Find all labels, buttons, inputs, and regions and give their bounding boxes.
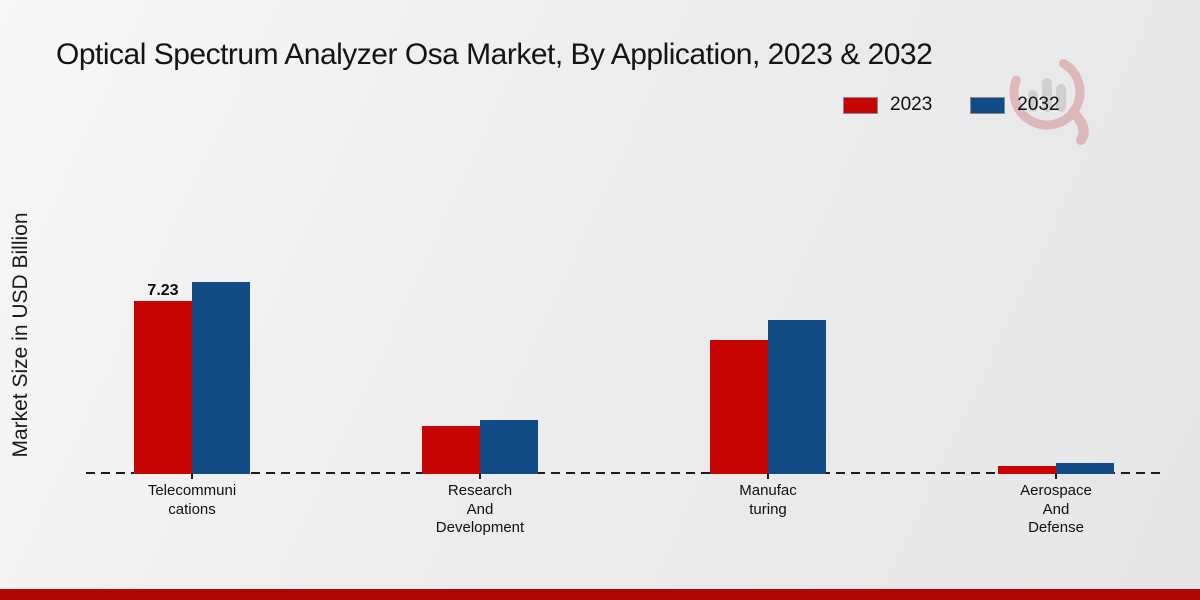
x-tick-label-telecommunications: Telecommuni cations: [147, 482, 237, 518]
bar-2023-research-and-development: [422, 426, 480, 474]
legend-label-2023: 2023: [890, 94, 933, 115]
x-axis-tick-manufacturing: [767, 474, 769, 479]
bar-2032-aerospace-and-defense: [1056, 463, 1114, 474]
x-axis-baseline: [86, 472, 1164, 474]
bar-2032-telecommunications: [192, 282, 250, 474]
x-tick-label-research-and-development: Research And Development: [435, 482, 525, 536]
x-axis-tick-aerospace-and-defense: [1055, 474, 1057, 479]
bar-2032-research-and-development: [480, 420, 538, 474]
legend: 2023 2032: [843, 94, 1060, 116]
x-tick-label-manufacturing: Manufac turing: [739, 482, 797, 518]
x-axis-tick-telecommunications: [191, 474, 193, 479]
x-tick-label-aerospace-and-defense: Aerospace And Defense: [1020, 482, 1092, 536]
chart-title: Optical Spectrum Analyzer Osa Market, By…: [56, 38, 933, 71]
bar-2023-aerospace-and-defense: [998, 466, 1056, 474]
legend-label-2032: 2032: [1017, 94, 1060, 115]
legend-item-2023: 2023: [843, 94, 932, 116]
footer-strip: [0, 589, 1200, 600]
bar-2023-manufacturing: [710, 340, 768, 474]
bar-2023-telecommunications: [134, 301, 192, 474]
bar-2032-manufacturing: [768, 320, 826, 474]
legend-swatch-2032: [970, 96, 1006, 114]
legend-item-2032: 2032: [970, 94, 1060, 116]
x-axis-tick-research-and-development: [479, 474, 481, 479]
bar-value-label: 7.23: [147, 282, 179, 299]
legend-swatch-2023: [843, 96, 878, 114]
